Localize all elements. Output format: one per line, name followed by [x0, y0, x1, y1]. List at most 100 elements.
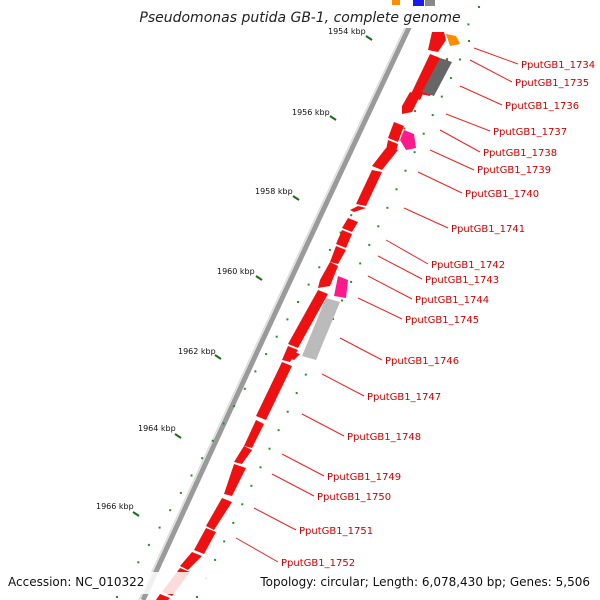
gene-arrow[interactable]: [318, 262, 338, 288]
scale-dot: [116, 596, 118, 598]
scale-dot: [232, 521, 235, 524]
gene-arrow[interactable]: [180, 552, 202, 570]
gene-label[interactable]: PputGB1_1738: [483, 148, 557, 159]
scale-label-1964: 1964 kbp: [138, 424, 176, 433]
scale-dot: [341, 299, 344, 302]
scale-dot: [359, 262, 362, 265]
scale-dot: [368, 243, 371, 246]
scale-label-1966: 1966 kbp: [96, 502, 134, 511]
scale-dot: [413, 151, 416, 154]
scale-label-1958: 1958 kbp: [255, 187, 293, 196]
gene-label[interactable]: PputGB1_1745: [405, 315, 479, 326]
scale-dot: [233, 405, 236, 408]
feature-top-gray: [425, 0, 435, 6]
gene-arrow[interactable]: [156, 594, 170, 600]
gene-label[interactable]: PputGB1_1747: [367, 392, 441, 403]
gene-arrow[interactable]: [224, 464, 246, 496]
gene-label[interactable]: PputGB1_1740: [465, 189, 539, 200]
map-title: Pseudomonas putida GB-1, complete genome: [139, 10, 460, 26]
feature-dark-gray[interactable]: [422, 58, 452, 96]
scale-dot: [386, 206, 389, 209]
gene-label[interactable]: PputGB1_1746: [385, 356, 459, 367]
scale-dot: [179, 491, 182, 494]
scale-dot: [403, 127, 406, 130]
gene-arrow[interactable]: [402, 92, 420, 114]
gene-label[interactable]: PputGB1_1752: [281, 558, 355, 569]
gene-arrow[interactable]: [288, 290, 328, 348]
feature-light-gray[interactable]: [302, 298, 340, 360]
scale-tick: [214, 354, 222, 360]
scale-dot: [318, 266, 321, 269]
scale-tick: [292, 195, 300, 201]
scale-label-1962: 1962 kbp: [178, 347, 216, 356]
feature-top-blue: [413, 0, 424, 6]
scale-dot: [449, 77, 452, 80]
scale-dot: [250, 484, 253, 487]
gene-arrow[interactable]: [282, 346, 298, 362]
gene-label[interactable]: PputGB1_1735: [515, 78, 589, 89]
scale-dot: [254, 370, 257, 373]
scale-dot: [295, 392, 298, 395]
accession-label: Accession: NC_010322: [8, 575, 144, 589]
gene-label[interactable]: PputGB1_1751: [299, 526, 373, 537]
gene-label[interactable]: PputGB1_1748: [347, 432, 421, 443]
gene-label[interactable]: PputGB1_1741: [451, 224, 525, 235]
gene-arrow[interactable]: [410, 54, 440, 100]
gene-arrow[interactable]: [356, 170, 382, 206]
scale-dot: [297, 301, 299, 303]
gene-arrow[interactable]: [288, 352, 300, 360]
feature-pink[interactable]: [400, 130, 416, 150]
gene-arrow[interactable]: [234, 446, 252, 464]
scale-dot: [169, 509, 172, 512]
footer-background: [0, 572, 600, 594]
scale-dot: [223, 540, 226, 543]
scale-dot: [275, 335, 278, 338]
gene-arrow[interactable]: [206, 498, 232, 530]
gene-label[interactable]: PputGB1_1734: [521, 60, 595, 71]
gene-label[interactable]: PputGB1_1737: [493, 127, 567, 138]
gene-arrow[interactable]: [342, 218, 358, 232]
scale-dot: [268, 447, 271, 450]
scale-dot: [478, 6, 480, 8]
scale-dot: [377, 225, 380, 228]
scale-dot: [339, 231, 342, 234]
feature-top-orange: [392, 0, 400, 5]
scale-dot: [222, 422, 225, 425]
scale-label-1960: 1960 kbp: [217, 267, 255, 276]
gene-arrow[interactable]: [388, 122, 404, 142]
feature-orange[interactable]: [446, 34, 460, 46]
scale-dot: [147, 543, 150, 546]
gene-arrow[interactable]: [244, 420, 264, 448]
scale-dot: [241, 503, 244, 506]
scale-dot: [422, 132, 425, 135]
gene-arrow[interactable]: [194, 528, 216, 554]
gene-arrow[interactable]: [330, 246, 346, 264]
gene-arrow[interactable]: [256, 362, 292, 420]
scale-tick: [255, 275, 263, 281]
gene-label[interactable]: PputGB1_1743: [425, 275, 499, 286]
gene-label[interactable]: PputGB1_1750: [317, 492, 391, 503]
gene-arrow[interactable]: [428, 32, 446, 52]
scale-dot: [350, 280, 353, 283]
gene-label[interactable]: PputGB1_1744: [415, 295, 489, 306]
scale-dot: [137, 561, 140, 564]
scale-dot: [304, 373, 307, 376]
gene-arrow[interactable]: [350, 206, 366, 212]
scale-dot: [286, 318, 289, 321]
scale-tick: [329, 115, 337, 121]
gene-label[interactable]: PputGB1_1749: [327, 472, 401, 483]
scale-dot: [201, 457, 204, 460]
scale-dot: [158, 526, 161, 529]
gene-label[interactable]: PputGB1_1742: [431, 260, 505, 271]
scale-dot: [431, 114, 434, 117]
feature-pink[interactable]: [334, 276, 348, 298]
gene-label[interactable]: PputGB1_1736: [505, 101, 579, 112]
scale-dot: [328, 248, 331, 251]
scale-dot: [440, 95, 443, 98]
gene-arrow[interactable]: [336, 230, 352, 248]
scale-tick: [174, 433, 182, 439]
gene-arrow[interactable]: [372, 148, 398, 170]
leader-lines: [235, 47, 519, 563]
scale-dot: [190, 474, 193, 477]
gene-label[interactable]: PputGB1_1739: [477, 165, 551, 176]
